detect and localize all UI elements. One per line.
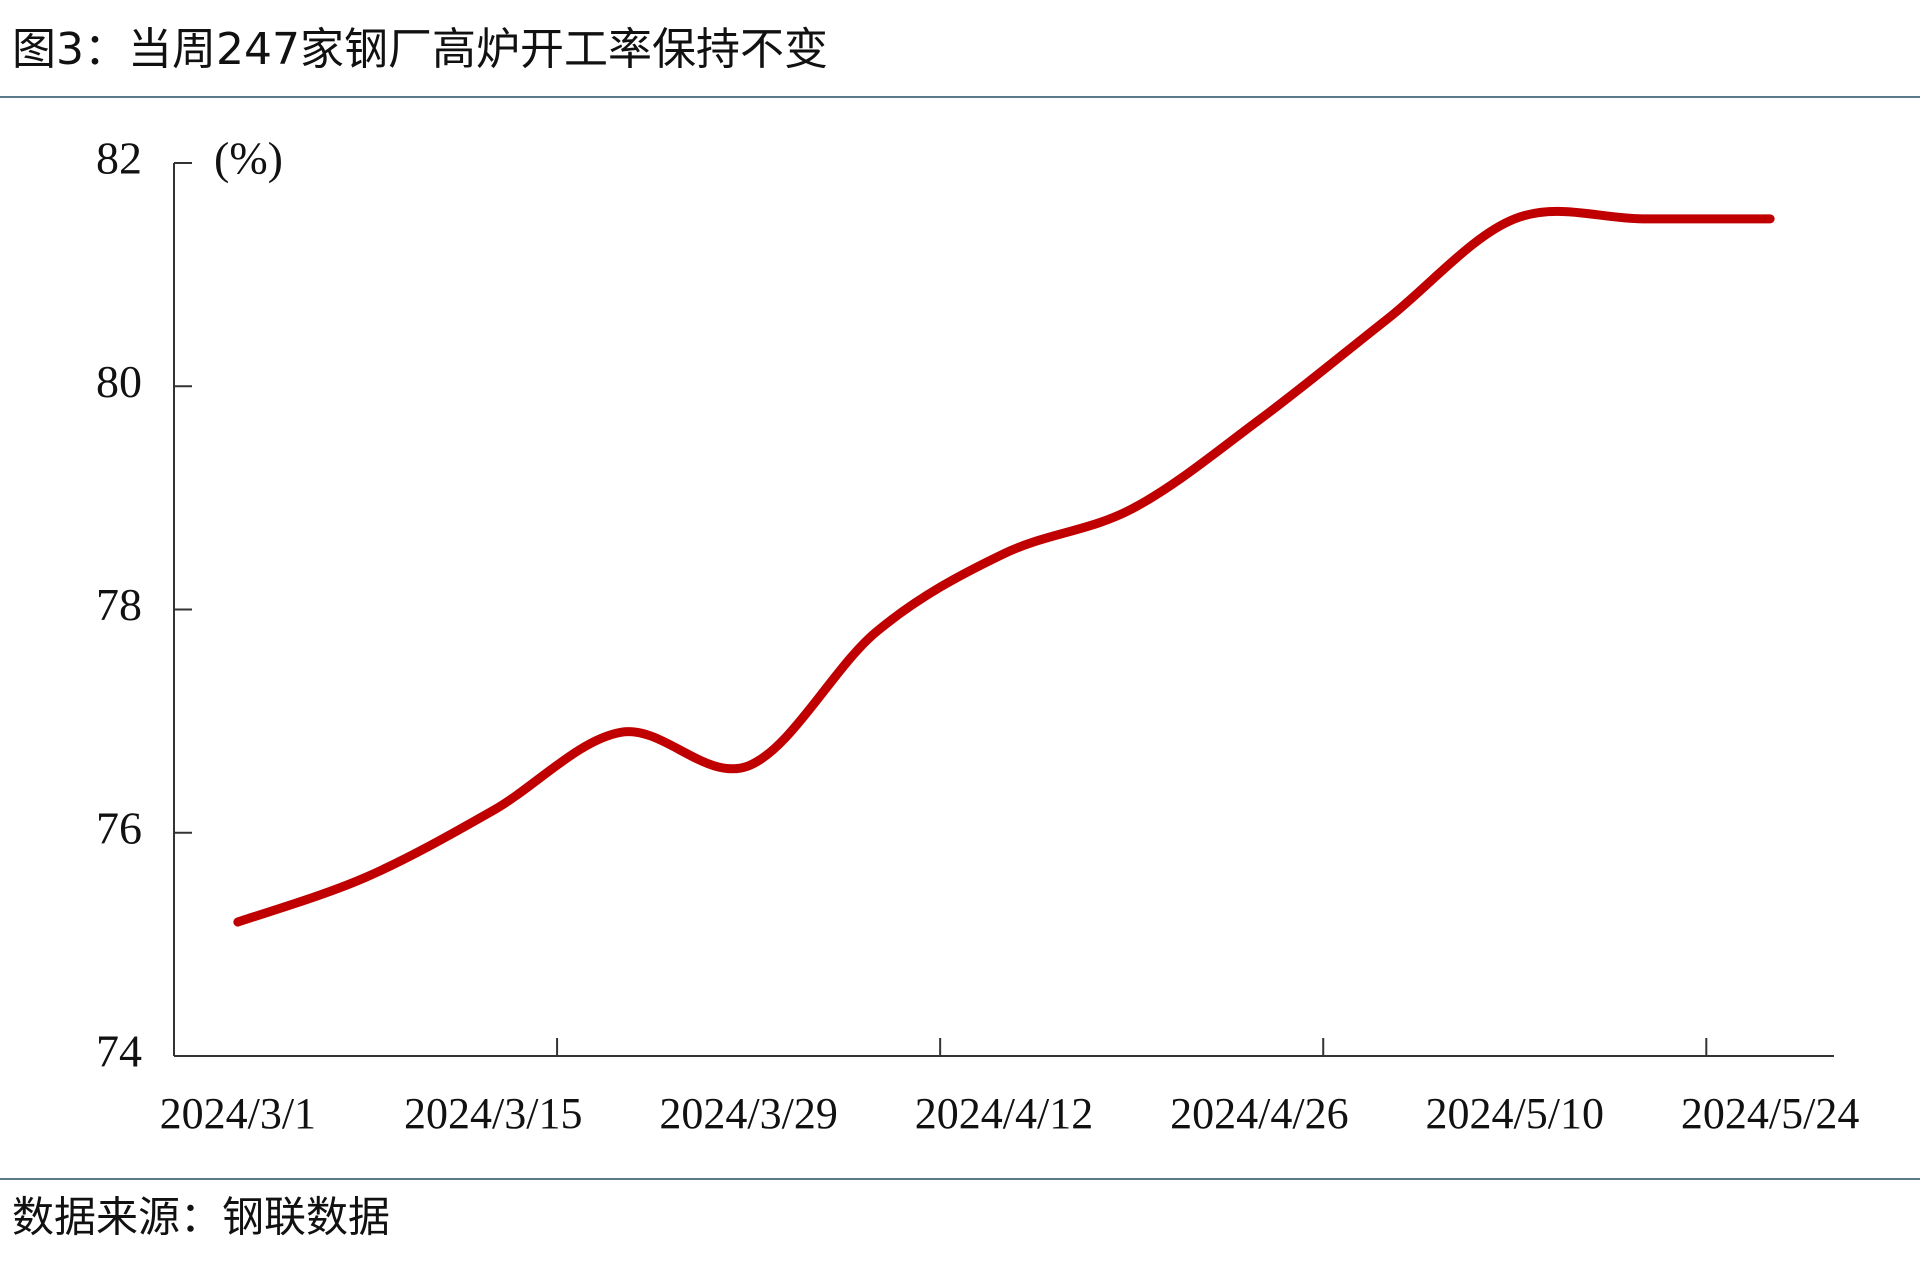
y-tick-label: 80 — [96, 356, 142, 407]
y-tick-label: 76 — [96, 802, 142, 853]
x-tick-label: 2024/3/29 — [659, 1089, 837, 1138]
figure-title: 图3：当周247家钢厂高炉开工率保持不变 — [12, 24, 828, 75]
x-tick-label: 2024/3/1 — [160, 1089, 316, 1138]
x-tick-label: 2024/4/12 — [915, 1089, 1093, 1138]
y-axis-unit: (%) — [214, 133, 283, 184]
x-tick-label: 2024/5/24 — [1681, 1089, 1859, 1138]
y-tick-label: 74 — [96, 1026, 142, 1077]
x-tick-label: 2024/3/15 — [404, 1089, 582, 1138]
y-tick-label: 82 — [96, 133, 142, 184]
x-tick-label: 2024/4/26 — [1170, 1089, 1348, 1138]
y-tick-label: 78 — [96, 579, 142, 630]
data-line — [233, 206, 1775, 927]
source-note: 数据来源：钢联数据 — [12, 1193, 390, 1242]
x-tick-label: 2024/5/10 — [1426, 1089, 1604, 1138]
